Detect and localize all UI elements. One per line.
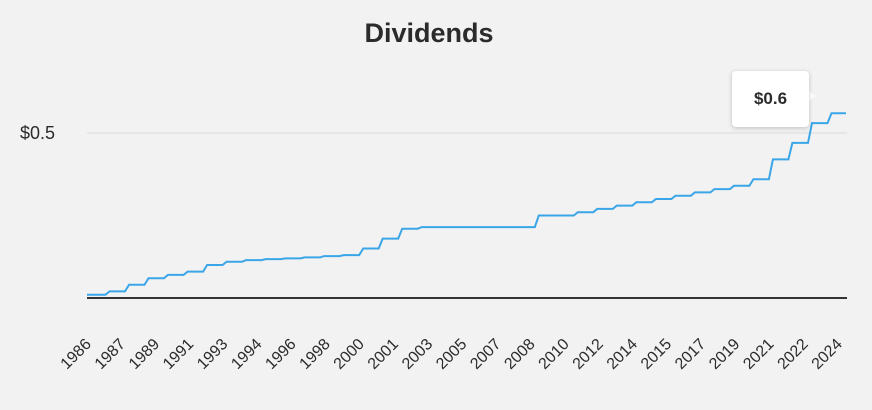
x-tick-label: 2007 <box>467 336 504 373</box>
x-tick-label: 2003 <box>399 336 436 373</box>
x-tick-label: 2000 <box>331 336 368 373</box>
chart-title: Dividends <box>364 18 493 48</box>
value-tooltip: $0.6 <box>732 71 809 127</box>
x-tick-label: 2015 <box>638 336 675 373</box>
x-tick-label: 2010 <box>536 336 573 373</box>
x-tick-label: 2019 <box>706 336 743 373</box>
x-tick-label: 2012 <box>570 336 607 373</box>
x-tick-label: 2005 <box>433 336 470 373</box>
x-tick-label: 1998 <box>297 336 334 373</box>
x-tick-label: 1991 <box>160 336 197 373</box>
x-tick-label: 2024 <box>809 336 846 373</box>
x-tick-label: 2001 <box>365 336 402 373</box>
x-axis-ticks: 1986198719891991199319941996199820002001… <box>58 336 846 373</box>
x-tick-label: 2008 <box>501 336 538 373</box>
x-tick-label: 1986 <box>58 336 95 373</box>
y-axis-ticks: $0.5 <box>20 123 55 143</box>
x-tick-label: 2017 <box>672 336 709 373</box>
x-tick-label: 1987 <box>92 336 129 373</box>
dividend-series-line[interactable] <box>87 112 846 296</box>
x-tick-label: 1989 <box>126 336 163 373</box>
x-tick-label: 1993 <box>194 336 231 373</box>
tooltip-arrow <box>805 88 815 104</box>
y-tick-label: $0.5 <box>20 123 55 143</box>
x-tick-label: 1996 <box>262 336 299 373</box>
x-tick-label: 2021 <box>740 336 777 373</box>
x-tick-label: 1994 <box>228 336 265 373</box>
x-tick-label: 2014 <box>604 336 641 373</box>
tooltip-value: $0.6 <box>753 89 788 108</box>
x-tick-label: 2022 <box>775 336 812 373</box>
